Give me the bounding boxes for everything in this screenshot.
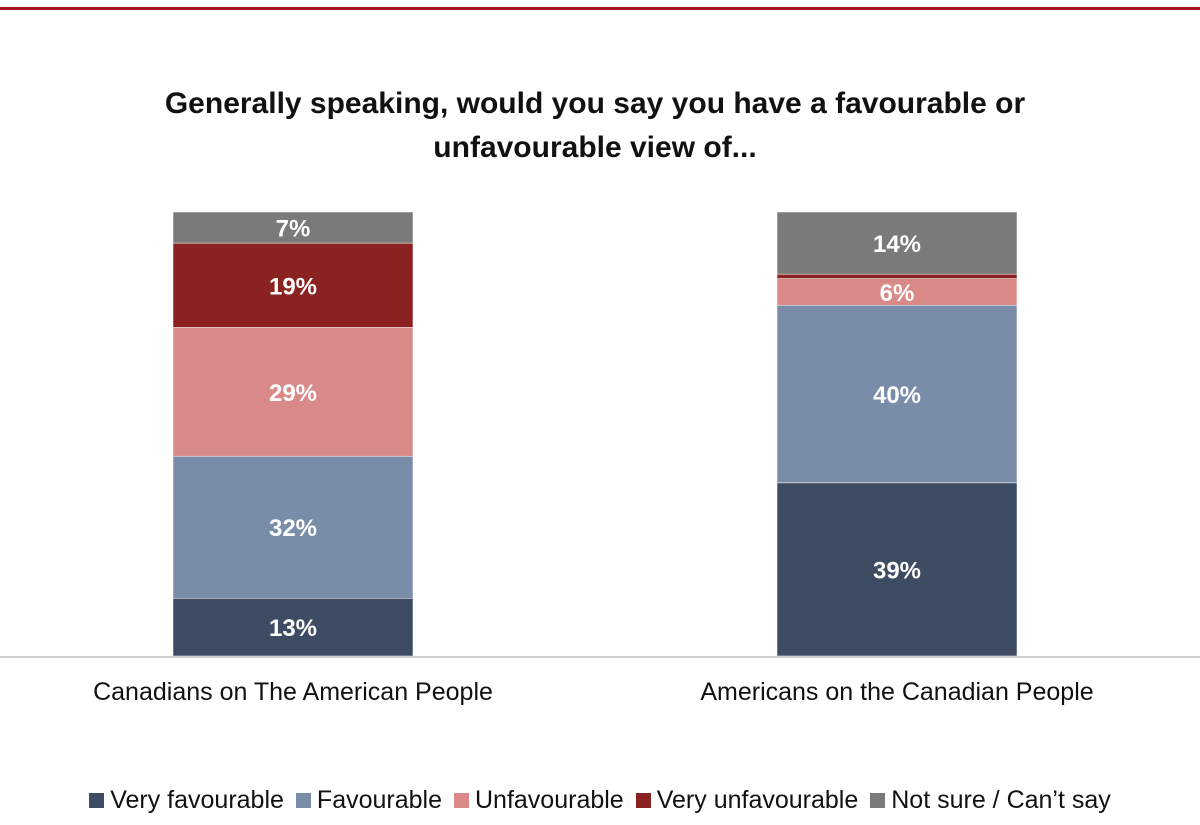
legend-swatch-not-sure bbox=[870, 793, 886, 808]
legend-swatch-favourable bbox=[295, 793, 311, 808]
bar-segment-not-sure-1 bbox=[172, 211, 414, 244]
bar-segment-very-unfavourable-2 bbox=[776, 273, 1018, 279]
bar-segment-favourable-2 bbox=[776, 304, 1018, 484]
bar-segment-not-sure-2 bbox=[776, 211, 1018, 275]
bar-segment-very-unfavourable-1 bbox=[172, 242, 414, 328]
legend-label: Favourable bbox=[316, 786, 442, 814]
legend-swatch-very-unfavourable bbox=[635, 793, 651, 808]
data-label-unfavourable-2: 6% bbox=[880, 280, 915, 307]
bar-segment-unfavourable-1 bbox=[172, 327, 414, 457]
category-label-americans: Americans on the Canadian People bbox=[700, 678, 1094, 706]
legend-item-very-favourable: Very favourable bbox=[89, 786, 284, 815]
legend-item-very-unfavourable: Very unfavourable bbox=[635, 786, 859, 815]
legend-label: Unfavourable bbox=[475, 786, 624, 814]
legend-label: Very unfavourable bbox=[656, 786, 859, 814]
data-label-favourable-2: 40% bbox=[873, 382, 921, 409]
legend-swatch-unfavourable bbox=[454, 793, 469, 808]
legend-label: Not sure / Can’t say bbox=[891, 786, 1111, 814]
category-label-canadians: Canadians on The American People bbox=[93, 678, 493, 706]
bar-segment-very-favourable-1 bbox=[172, 598, 414, 657]
bar-segment-very-favourable-2 bbox=[776, 482, 1018, 657]
bar-segment-favourable-1 bbox=[172, 455, 414, 599]
data-label-not-sure-1: 7% bbox=[276, 216, 311, 243]
legend-swatch-very-favourable bbox=[89, 793, 105, 808]
chart-title-line-1: Generally speaking, would you say you ha… bbox=[164, 87, 1026, 120]
data-label-very-unfavourable-1: 19% bbox=[269, 273, 317, 300]
legend-item-unfavourable: Unfavourable bbox=[454, 786, 624, 815]
data-label-very-favourable-2: 39% bbox=[873, 557, 921, 584]
data-label-favourable-1: 32% bbox=[269, 515, 317, 542]
top-rule bbox=[0, 0, 1200, 10]
legend-item-favourable: Favourable bbox=[295, 786, 442, 815]
legend-item-not-sure: Not sure / Can’t say bbox=[870, 786, 1111, 815]
chart-title: Generally speaking, would you say you ha… bbox=[0, 82, 1190, 170]
chart-title-line-2: unfavourable view of... bbox=[433, 131, 757, 164]
data-label-not-sure-2: 14% bbox=[873, 231, 921, 258]
data-label-unfavourable-1: 29% bbox=[269, 380, 317, 407]
bar-segment-unfavourable-2 bbox=[776, 278, 1018, 306]
data-label-very-favourable-1: 13% bbox=[269, 615, 317, 642]
legend: Very favourable Favourable Unfavourable … bbox=[0, 786, 1200, 815]
legend-label: Very favourable bbox=[110, 786, 284, 814]
